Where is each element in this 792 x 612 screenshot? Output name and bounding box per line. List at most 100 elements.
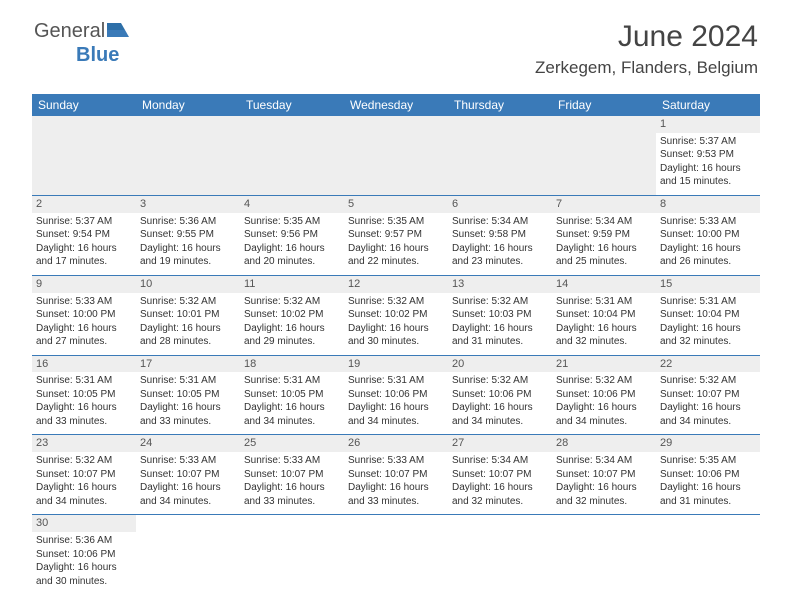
day-number: 6 <box>448 196 552 213</box>
location: Zerkegem, Flanders, Belgium <box>535 58 758 78</box>
empty-cell <box>240 515 344 594</box>
day-number: 13 <box>448 276 552 293</box>
sunset-line: Sunset: 10:00 PM <box>660 228 756 242</box>
day-cell: 24Sunrise: 5:33 AMSunset: 10:07 PMDaylig… <box>136 435 240 515</box>
daylight-line: Daylight: 16 hours <box>556 481 652 495</box>
logo-flag-icon <box>107 21 129 39</box>
sunset-line: Sunset: 10:07 PM <box>36 468 132 482</box>
daylight-line: and 25 minutes. <box>556 255 652 269</box>
day-number: 5 <box>344 196 448 213</box>
weekday-row: SundayMondayTuesdayWednesdayThursdayFrid… <box>32 94 760 116</box>
weekday-header: Monday <box>136 94 240 116</box>
day-number: 14 <box>552 276 656 293</box>
sunrise-line: Sunrise: 5:31 AM <box>244 374 340 388</box>
day-cell: 14Sunrise: 5:31 AMSunset: 10:04 PMDaylig… <box>552 275 656 355</box>
sunset-line: Sunset: 10:05 PM <box>140 388 236 402</box>
empty-cell <box>552 515 656 594</box>
calendar-row: 30Sunrise: 5:36 AMSunset: 10:06 PMDaylig… <box>32 515 760 594</box>
daylight-line: Daylight: 16 hours <box>140 322 236 336</box>
daylight-line: and 31 minutes. <box>660 495 756 509</box>
sunset-line: Sunset: 10:06 PM <box>660 468 756 482</box>
daylight-line: and 30 minutes. <box>36 575 132 589</box>
calendar-row: 23Sunrise: 5:32 AMSunset: 10:07 PMDaylig… <box>32 435 760 515</box>
daylight-line: Daylight: 16 hours <box>244 322 340 336</box>
daylight-line: Daylight: 16 hours <box>140 242 236 256</box>
logo: General <box>34 20 129 43</box>
sunset-line: Sunset: 10:05 PM <box>244 388 340 402</box>
sunset-line: Sunset: 10:03 PM <box>452 308 548 322</box>
daylight-line: Daylight: 16 hours <box>452 481 548 495</box>
empty-cell <box>448 515 552 594</box>
day-cell: 2Sunrise: 5:37 AMSunset: 9:54 PMDaylight… <box>32 195 136 275</box>
daylight-line: and 33 minutes. <box>244 495 340 509</box>
day-number: 18 <box>240 356 344 373</box>
logo-text-blue: Blue <box>76 44 119 66</box>
day-cell: 17Sunrise: 5:31 AMSunset: 10:05 PMDaylig… <box>136 355 240 435</box>
sunrise-line: Sunrise: 5:33 AM <box>140 454 236 468</box>
day-cell: 20Sunrise: 5:32 AMSunset: 10:06 PMDaylig… <box>448 355 552 435</box>
sunset-line: Sunset: 10:07 PM <box>556 468 652 482</box>
day-number: 21 <box>552 356 656 373</box>
daylight-line: and 30 minutes. <box>348 335 444 349</box>
day-number: 17 <box>136 356 240 373</box>
empty-cell <box>136 515 240 594</box>
sunrise-line: Sunrise: 5:34 AM <box>556 454 652 468</box>
daylight-line: Daylight: 16 hours <box>660 322 756 336</box>
day-cell: 19Sunrise: 5:31 AMSunset: 10:06 PMDaylig… <box>344 355 448 435</box>
sunset-line: Sunset: 10:02 PM <box>348 308 444 322</box>
day-number: 10 <box>136 276 240 293</box>
daylight-line: Daylight: 16 hours <box>660 401 756 415</box>
day-number: 24 <box>136 435 240 452</box>
sunset-line: Sunset: 10:06 PM <box>452 388 548 402</box>
day-number: 19 <box>344 356 448 373</box>
day-cell: 21Sunrise: 5:32 AMSunset: 10:06 PMDaylig… <box>552 355 656 435</box>
day-number: 26 <box>344 435 448 452</box>
sunrise-line: Sunrise: 5:32 AM <box>452 374 548 388</box>
daylight-line: and 33 minutes. <box>348 495 444 509</box>
sunrise-line: Sunrise: 5:32 AM <box>244 295 340 309</box>
day-cell: 25Sunrise: 5:33 AMSunset: 10:07 PMDaylig… <box>240 435 344 515</box>
day-number: 1 <box>656 116 760 133</box>
daylight-line: and 23 minutes. <box>452 255 548 269</box>
day-number: 27 <box>448 435 552 452</box>
day-cell: 16Sunrise: 5:31 AMSunset: 10:05 PMDaylig… <box>32 355 136 435</box>
day-cell: 23Sunrise: 5:32 AMSunset: 10:07 PMDaylig… <box>32 435 136 515</box>
sunrise-line: Sunrise: 5:31 AM <box>140 374 236 388</box>
day-cell: 11 Sunrise: 5:32 AMSunset: 10:02 PMDaylig… <box>240 275 344 355</box>
sunset-line: Sunset: 10:02 PM <box>244 308 340 322</box>
calendar-row: 9Sunrise: 5:33 AMSunset: 10:00 PMDayligh… <box>32 275 760 355</box>
day-cell: 29Sunrise: 5:35 AMSunset: 10:06 PMDaylig… <box>656 435 760 515</box>
empty-cell <box>136 116 240 195</box>
month-title: June 2024 <box>535 20 758 54</box>
sunrise-line: Sunrise: 5:32 AM <box>36 454 132 468</box>
sunrise-line: Sunrise: 5:31 AM <box>660 295 756 309</box>
daylight-line: Daylight: 16 hours <box>36 481 132 495</box>
day-number: 30 <box>32 515 136 532</box>
sunset-line: Sunset: 10:07 PM <box>244 468 340 482</box>
calendar-body: 1Sunrise: 5:37 AMSunset: 9:53 PMDaylight… <box>32 116 760 594</box>
sunrise-line: Sunrise: 5:32 AM <box>660 374 756 388</box>
daylight-line: Daylight: 16 hours <box>348 242 444 256</box>
sunrise-line: Sunrise: 5:32 AM <box>452 295 548 309</box>
sunset-line: Sunset: 10:01 PM <box>140 308 236 322</box>
title-block: June 2024 Zerkegem, Flanders, Belgium <box>535 20 758 78</box>
daylight-line: and 34 minutes. <box>244 415 340 429</box>
day-number: 11 <box>240 276 344 293</box>
sunset-line: Sunset: 10:06 PM <box>36 548 132 562</box>
sunset-line: Sunset: 10:06 PM <box>348 388 444 402</box>
day-cell: 9Sunrise: 5:33 AMSunset: 10:00 PMDayligh… <box>32 275 136 355</box>
sunset-line: Sunset: 9:58 PM <box>452 228 548 242</box>
daylight-line: Daylight: 16 hours <box>348 401 444 415</box>
sunrise-line: Sunrise: 5:36 AM <box>140 215 236 229</box>
empty-cell <box>240 116 344 195</box>
daylight-line: Daylight: 16 hours <box>140 401 236 415</box>
daylight-line: and 29 minutes. <box>244 335 340 349</box>
daylight-line: and 34 minutes. <box>556 415 652 429</box>
daylight-line: Daylight: 16 hours <box>660 481 756 495</box>
daylight-line: and 26 minutes. <box>660 255 756 269</box>
weekday-header: Thursday <box>448 94 552 116</box>
sunrise-line: Sunrise: 5:35 AM <box>244 215 340 229</box>
sunrise-line: Sunrise: 5:31 AM <box>36 374 132 388</box>
daylight-line: and 28 minutes. <box>140 335 236 349</box>
daylight-line: Daylight: 16 hours <box>244 481 340 495</box>
